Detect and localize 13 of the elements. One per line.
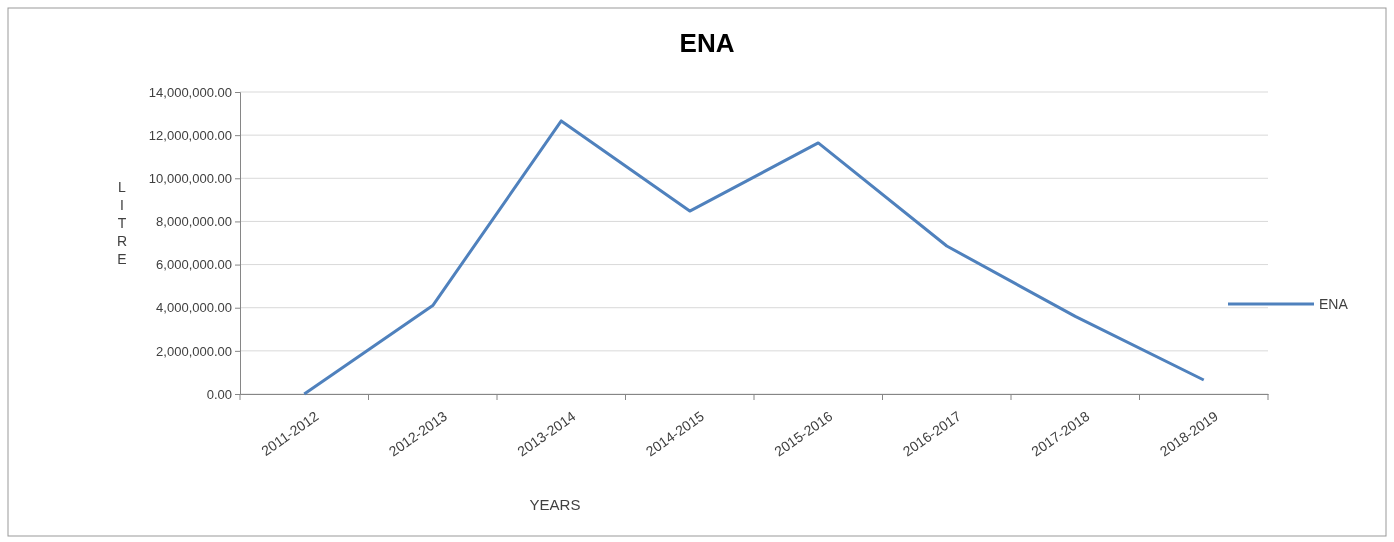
chart-title: ENA — [679, 28, 735, 58]
y-tick-label: 10,000,000.00 — [148, 170, 232, 186]
y-tick-label: 6,000,000.00 — [156, 257, 232, 273]
line-series — [302, 119, 1206, 396]
y-tick-label: 8,000,000.00 — [156, 214, 232, 230]
y-tick-label: 14,000,000.00 — [148, 84, 232, 100]
y-tick-label: 2,000,000.00 — [156, 343, 232, 359]
y-tick-label: 0.00 — [206, 386, 232, 402]
y-axis-title: LITRE — [116, 179, 128, 267]
x-axis-title: YEARS — [529, 496, 581, 513]
y-tick-label: 12,000,000.00 — [148, 127, 232, 143]
text: ENA — [1319, 296, 1349, 312]
y-tick-label: 4,000,000.00 — [156, 300, 232, 316]
